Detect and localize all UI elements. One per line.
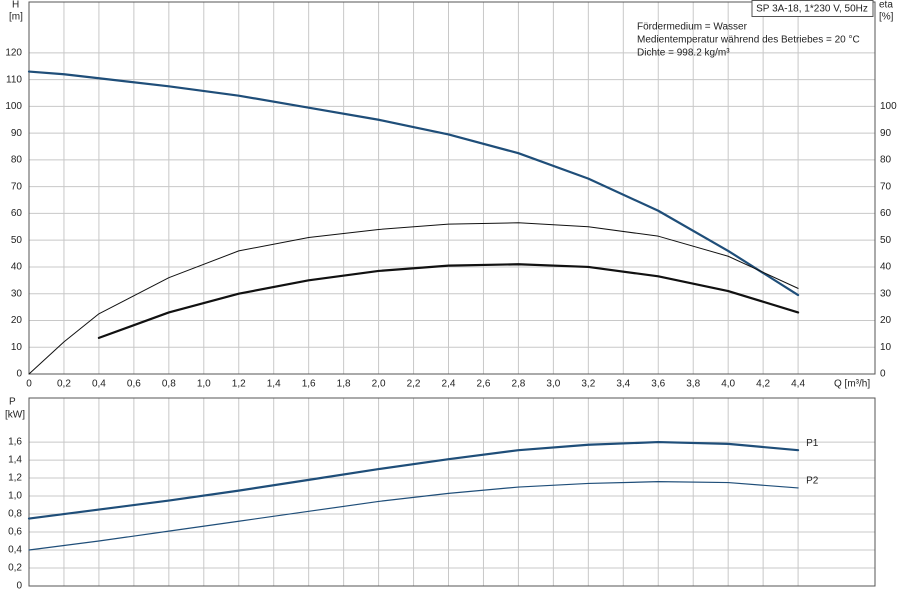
y-tick-label: 100 [5,101,22,112]
y-tick-label: 1,0 [8,491,22,502]
y-tick-label: 50 [11,235,23,246]
y2-axis-label: [%] [879,12,894,23]
x-tick-label: 3,6 [651,379,665,390]
y-axis-label: H [12,0,19,11]
curve [28,481,799,551]
note: Medientemperatur während des Betriebes =… [637,35,860,46]
y2-tick-label: 20 [880,315,892,326]
x-tick-label: 0 [26,379,32,390]
x-tick-label: 1,8 [337,379,351,390]
x-tick-label: 2,4 [442,379,456,390]
y2-tick-label: 30 [880,288,892,299]
y-tick-label: 20 [11,315,23,326]
y-tick-label: 30 [11,288,23,299]
y-tick-label: 0,4 [8,545,22,556]
y-axis-label: [kW] [5,410,25,421]
y-tick-label: 80 [11,155,23,166]
y-tick-label: 1,2 [8,473,22,484]
x-tick-label: 4,0 [721,379,735,390]
y-tick-label: 1,6 [8,437,22,448]
y-tick-label: 1,4 [8,455,22,466]
y-tick-label: 0 [16,581,22,592]
y-tick-label: 120 [5,47,22,58]
plot-frame [28,1,876,375]
note: Dichte = 998.2 kg/m³ [637,48,730,59]
x-tick-label: 3,4 [616,379,630,390]
note: Fördermedium = Wasser [637,22,748,33]
y2-tick-label: 90 [880,128,892,139]
title: SP 3A-18, 1*230 V, 50Hz [756,4,868,15]
x-tick-label: 3,8 [686,379,700,390]
y2-tick-label: 100 [880,101,897,112]
y-tick-label: 0 [16,369,22,380]
curve [27,440,800,520]
x-tick-label: 1,6 [302,379,316,390]
y2-tick-label: 0 [880,369,886,380]
y-tick-label: 10 [11,342,23,353]
y-tick-label: 0,8 [8,509,22,520]
curve [27,70,800,297]
x-tick-label: 3,0 [546,379,560,390]
x-tick-label: 0,6 [127,379,141,390]
curve [28,222,799,375]
x-tick-label: 3,2 [581,379,595,390]
x-tick-label: 1,4 [267,379,281,390]
y-tick-label: 0,2 [8,563,22,574]
x-axis-label: Q [m³/h] [834,379,870,390]
x-tick-label: 4,4 [791,379,805,390]
y2-tick-label: 70 [880,181,892,192]
x-tick-label: 2,6 [477,379,491,390]
x-tick-label: 0,8 [162,379,176,390]
y2-tick-label: 40 [880,262,892,273]
y2-tick-label: 50 [880,235,892,246]
x-tick-label: 0,2 [57,379,71,390]
y2-axis-label: eta [879,0,893,11]
x-tick-label: 2,8 [511,379,525,390]
x-tick-label: 1,2 [232,379,246,390]
y-axis-label: P [9,397,16,408]
plots: 0 10 20 30 40 50 60 70 80 90 100 110 120 0 10 20 30 40 50 6… [5,1,897,592]
y-tick-label: 0,6 [8,527,22,538]
series-label: P2 [806,476,819,487]
x-tick-label: 1,0 [197,379,211,390]
y-tick-label: 90 [11,128,23,139]
y-tick-label: 110 [6,74,22,85]
y2-tick-label: 10 [880,342,892,353]
y2-tick-label: 80 [880,155,892,166]
x-tick-label: 2,2 [407,379,421,390]
x-tick-label: 4,2 [756,379,770,390]
plot-frame [28,397,876,587]
y-tick-label: 40 [11,262,23,273]
y-tick-label: 70 [11,181,23,192]
y-axis-label: [m] [9,12,23,23]
series-label: P1 [806,438,819,449]
curve [97,263,800,339]
x-tick-label: 0,4 [92,379,106,390]
title-box [751,0,874,17]
x-tick-label: 2,0 [372,379,386,390]
y2-tick-label: 60 [880,208,892,219]
y-tick-label: 60 [11,208,23,219]
